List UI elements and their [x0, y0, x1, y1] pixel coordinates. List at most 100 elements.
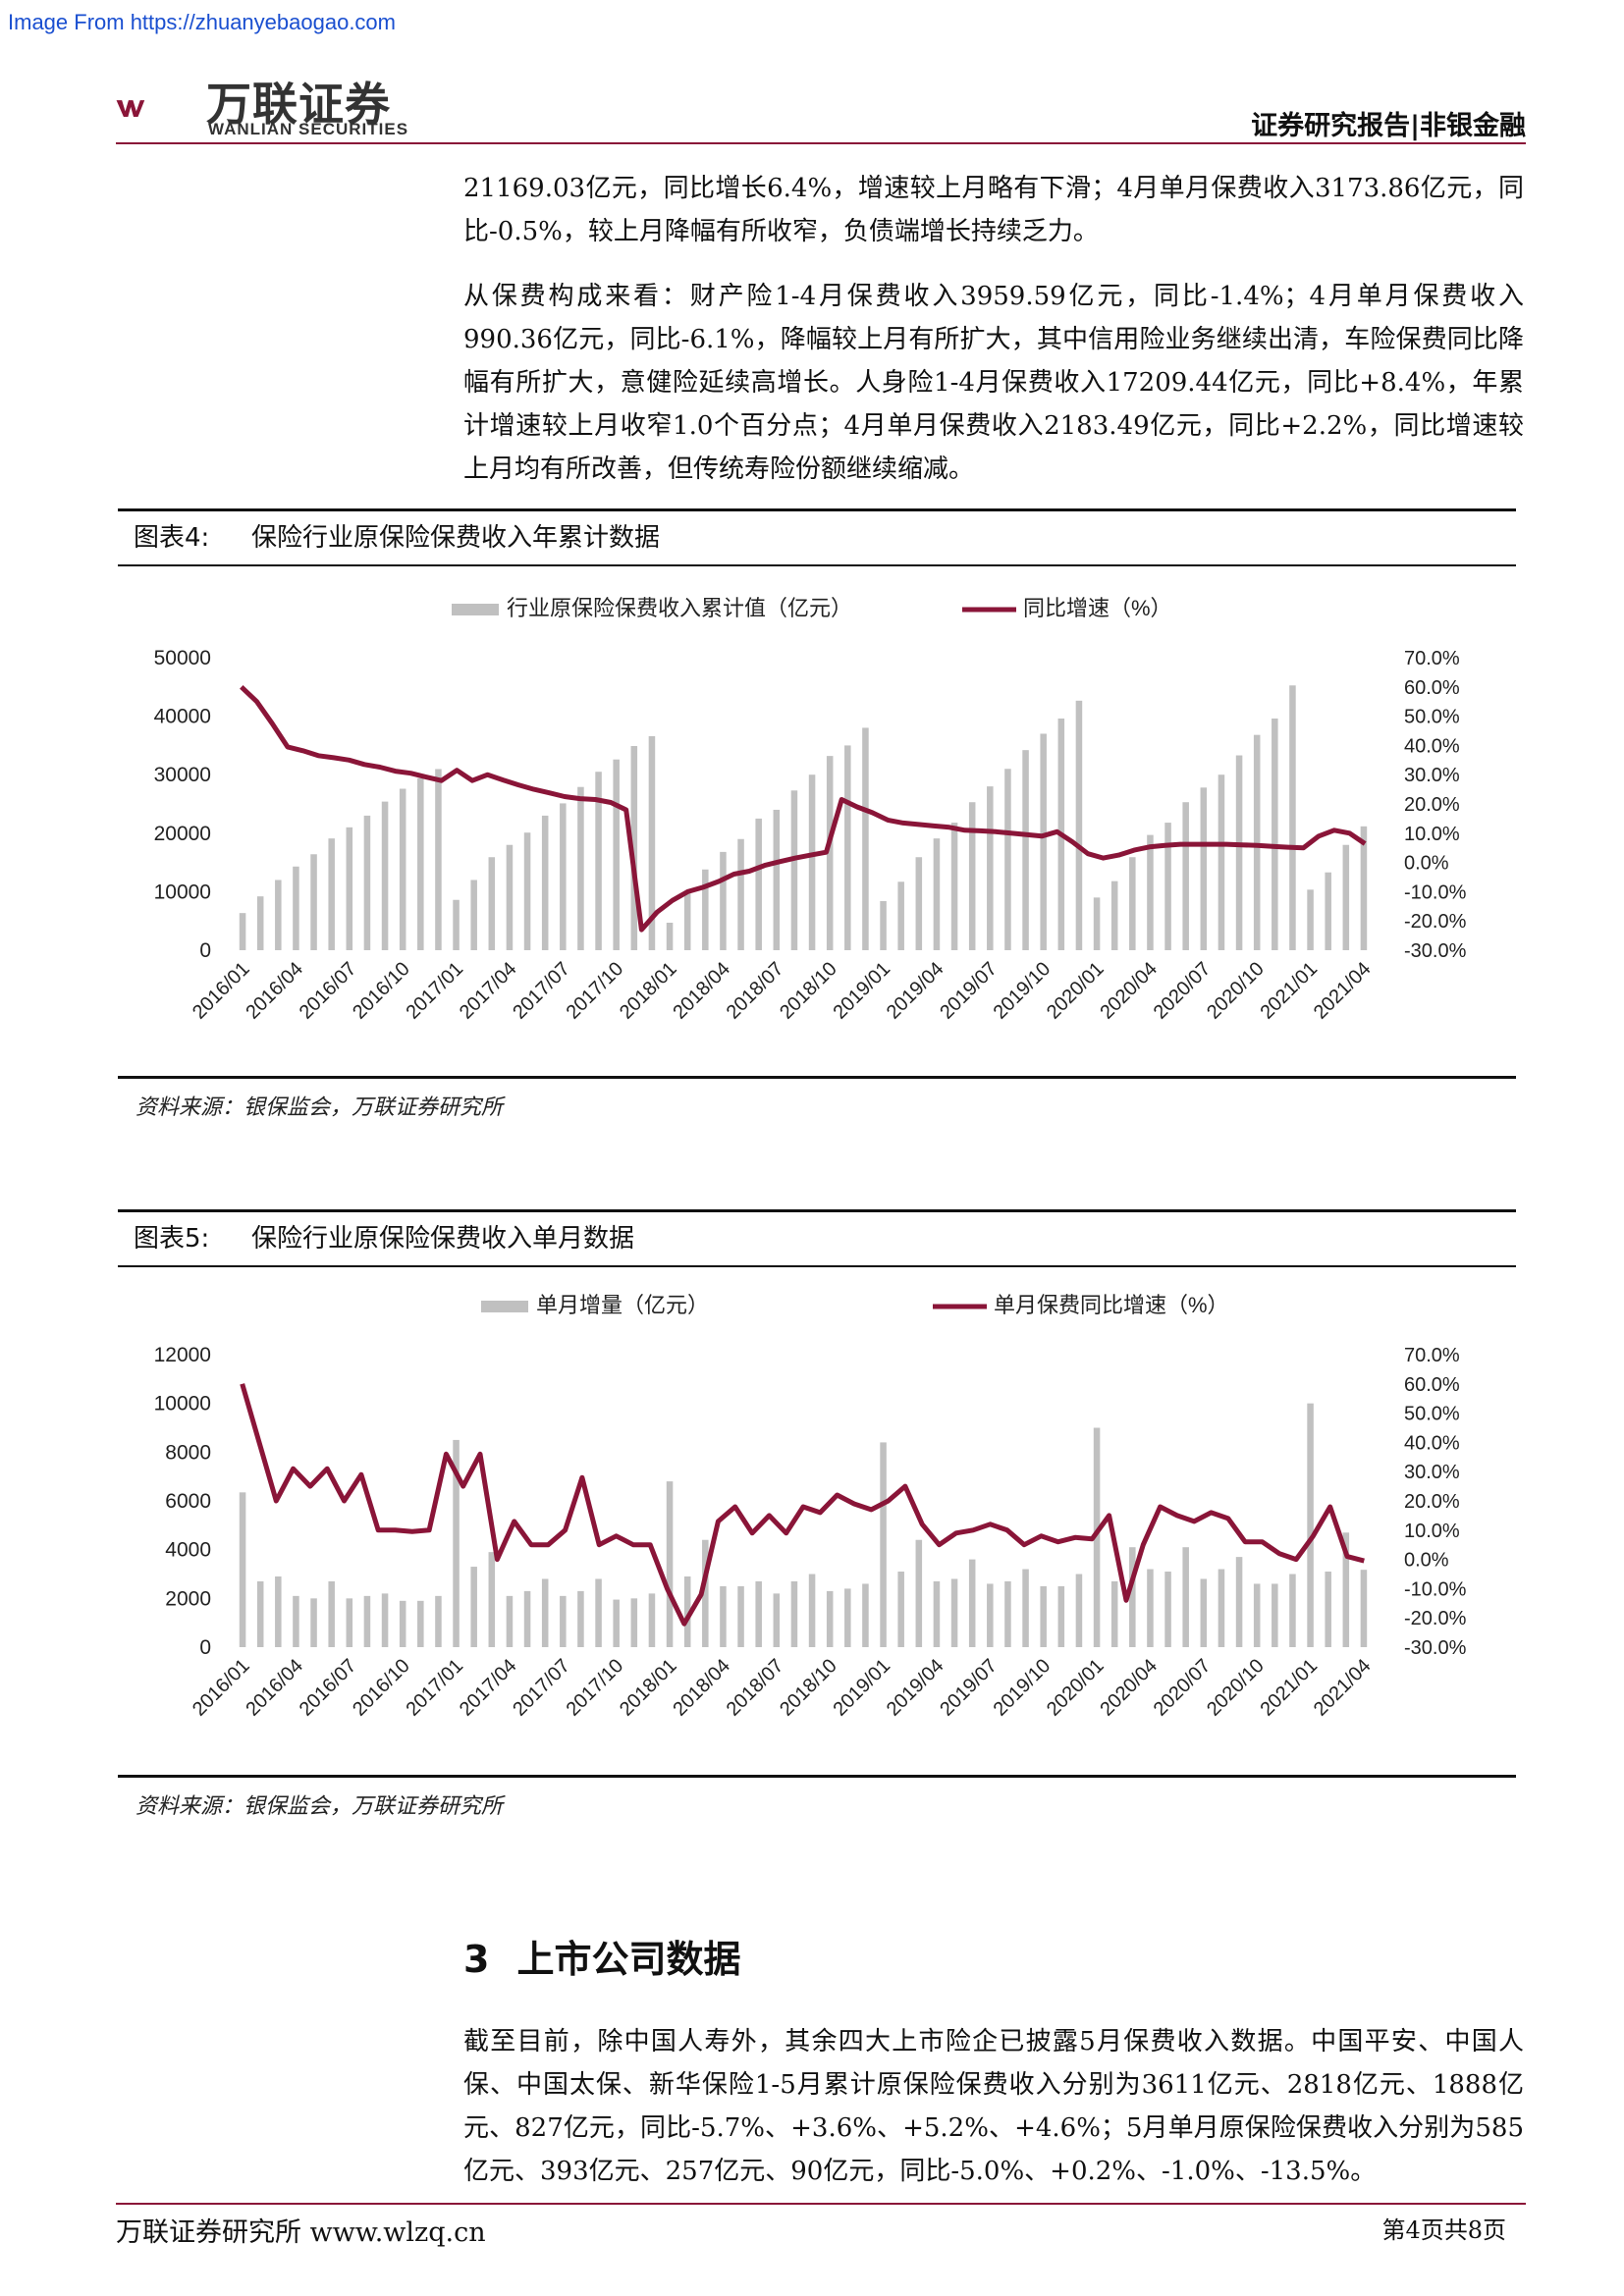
- x-tick-label: 2019/07: [936, 958, 1001, 1024]
- bar: [1147, 1569, 1154, 1647]
- footer-org: 万联证券研究所 www.wlzq.cn: [116, 2217, 486, 2248]
- legend-line-label: 同比增速（%）: [1023, 596, 1172, 620]
- bar: [968, 1559, 976, 1647]
- bar: [1182, 802, 1189, 950]
- x-tick-label: 2017/10: [563, 1655, 628, 1721]
- y-left-tick-label: 0: [199, 939, 211, 962]
- bar: [880, 900, 887, 950]
- bar: [862, 727, 869, 950]
- x-tick-label: 2016/01: [189, 958, 254, 1024]
- figure-5-bottom-rule: [118, 1775, 1516, 1778]
- x-tick-label: 2019/10: [990, 958, 1056, 1024]
- bar: [630, 1598, 638, 1647]
- bar: [1235, 1557, 1243, 1647]
- bar: [630, 745, 638, 950]
- y-left-tick-label: 10000: [154, 1393, 211, 1415]
- y-left-tick-label: 10000: [154, 881, 211, 903]
- bar: [275, 1575, 282, 1647]
- bar: [1325, 1572, 1331, 1647]
- bar: [1253, 1583, 1261, 1647]
- bar: [880, 1442, 887, 1647]
- bar: [1289, 1574, 1296, 1647]
- bar: [328, 838, 335, 950]
- bar: [488, 1552, 496, 1647]
- bar: [648, 1593, 656, 1647]
- bar: [1289, 685, 1296, 950]
- bar: [1253, 734, 1261, 950]
- bar: [381, 1593, 389, 1647]
- bar: [790, 1580, 798, 1647]
- bar: [1307, 1403, 1314, 1647]
- bar: [381, 801, 389, 950]
- bar: [1200, 1578, 1208, 1647]
- bar: [1093, 1427, 1101, 1647]
- bar: [453, 1439, 460, 1647]
- series-line: [240, 1383, 1365, 1627]
- x-tick-label: 2016/07: [296, 1655, 361, 1721]
- bar: [1004, 769, 1011, 950]
- bar: [683, 893, 691, 950]
- bar: [808, 1574, 816, 1647]
- bar: [987, 1583, 994, 1647]
- bar: [613, 759, 620, 950]
- bar: [363, 1595, 371, 1647]
- bar: [808, 774, 816, 950]
- report-type: 证券研究报告|非银金融: [1251, 111, 1526, 141]
- x-tick-label: 2019/04: [883, 1655, 948, 1721]
- legend-bar-swatch: [481, 1301, 528, 1312]
- bar: [293, 1595, 299, 1647]
- y-right-tick-label: 50.0%: [1404, 707, 1460, 728]
- y-right-tick-label: 30.0%: [1404, 1462, 1460, 1483]
- x-tick-label: 2020/10: [1203, 958, 1269, 1024]
- x-tick-label: 2018/10: [776, 958, 841, 1024]
- bar: [737, 838, 744, 950]
- bar: [453, 899, 460, 950]
- y-right-tick-label: 40.0%: [1404, 1432, 1460, 1454]
- footer-divider: [116, 2203, 1526, 2205]
- bar: [1235, 755, 1243, 950]
- y-right-tick-label: 20.0%: [1404, 794, 1460, 816]
- y-left-tick-label: 8000: [165, 1441, 211, 1464]
- figure-5-label: 图表5:: [134, 1224, 210, 1254]
- bar: [239, 913, 246, 950]
- y-right-tick-label: -30.0%: [1404, 940, 1467, 962]
- chart-legend: 单月增量（亿元） 单月保费同比增速（%）: [481, 1293, 1229, 1317]
- x-tick-label: 2017/10: [563, 958, 628, 1024]
- x-tick-label: 2021/01: [1256, 958, 1322, 1024]
- bar: [1147, 834, 1154, 950]
- figure-4-source: 资料来源：银保监会，万联证券研究所: [135, 1095, 504, 1120]
- bar: [844, 1588, 851, 1647]
- bar: [1342, 844, 1350, 950]
- figure-5-chart: 单月增量（亿元） 单月保费同比增速（%） 12000 10000 8000 6000 400…: [154, 1293, 1467, 1721]
- y-right-tick-label: 20.0%: [1404, 1491, 1460, 1513]
- bar: [595, 772, 602, 950]
- bar: [577, 1590, 584, 1647]
- bar: [1129, 1547, 1136, 1647]
- bar: [1360, 1570, 1368, 1647]
- bar: [577, 786, 584, 950]
- x-tick-label: 2019/01: [829, 1655, 894, 1721]
- wanlian-logo: [116, 100, 145, 117]
- y-right-tick-label: 60.0%: [1404, 677, 1460, 699]
- series-line: [240, 684, 1367, 933]
- x-tick-label: 2019/07: [936, 1655, 1001, 1721]
- x-tick-label: 2020/07: [1150, 958, 1216, 1024]
- bar: [1110, 1580, 1118, 1647]
- source-url[interactable]: Image From https://zhuanyebaogao.com: [8, 10, 396, 34]
- y-right-tick-label: -20.0%: [1404, 911, 1467, 933]
- bar: [915, 857, 923, 950]
- y-left-tick-label: 6000: [165, 1490, 211, 1513]
- bar: [541, 1578, 549, 1647]
- bar: [897, 1572, 904, 1647]
- y-right-tick-label: -10.0%: [1404, 881, 1467, 903]
- bar: [310, 854, 317, 950]
- x-tick-label: 2016/04: [242, 958, 307, 1024]
- bar: [560, 803, 567, 950]
- bar: [417, 1600, 424, 1647]
- y-right-tick-label: -10.0%: [1404, 1578, 1467, 1600]
- bar: [346, 827, 353, 950]
- y-left-tick-label: 0: [199, 1636, 211, 1659]
- logo-english: WANLIAN SECURITIES: [208, 120, 409, 138]
- figure-4-title-bar: 图表4: 保险行业原保险保费收入年累计数据: [118, 508, 1516, 566]
- header-divider: [116, 142, 1526, 144]
